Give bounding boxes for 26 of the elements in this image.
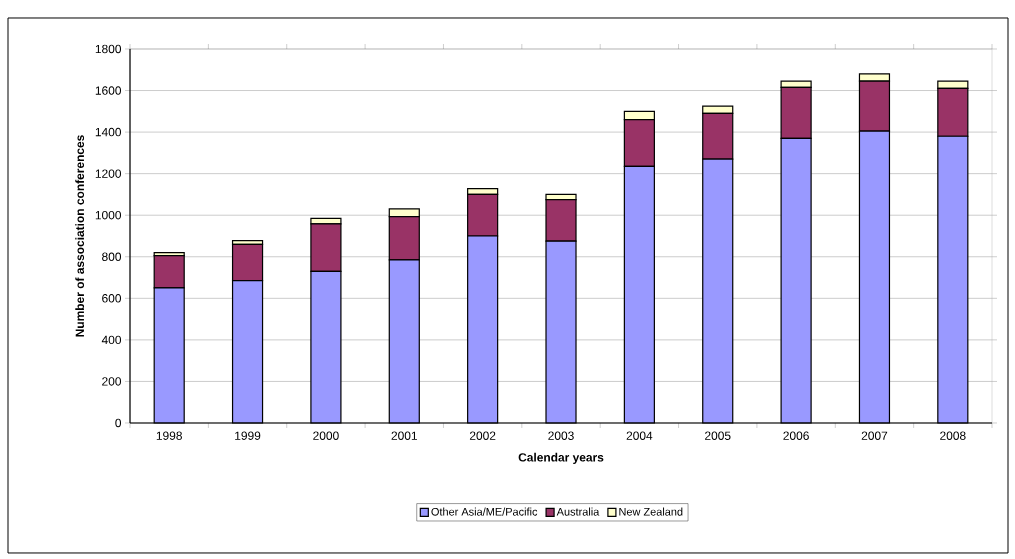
x-tick-label: 2002 [469, 431, 496, 440]
x-tick-label: 1999 [235, 431, 261, 440]
y-tick-label: 1800 [95, 44, 122, 54]
legend-label: New Zealand [619, 507, 683, 516]
x-tick-label: 2005 [705, 431, 731, 440]
x-tick-label: 2000 [313, 431, 339, 440]
y-axis-title: Number of association conferences [75, 135, 85, 337]
y-tick-label: 1000 [95, 210, 122, 220]
y-tick-label: 1200 [95, 169, 122, 178]
y-tick-label: 600 [102, 294, 122, 303]
y-tick-label: 200 [102, 377, 122, 386]
y-tick-label: 800 [102, 252, 122, 261]
legend-label: Australia [556, 507, 600, 516]
x-tick-label: 2008 [940, 431, 966, 440]
x-axis-title: Calendar years [518, 452, 604, 464]
y-tick-label: 1400 [95, 127, 122, 137]
x-tick-label: 2004 [626, 431, 653, 440]
x-tick-label: 2003 [548, 431, 574, 440]
x-tick-label: 2007 [861, 431, 888, 440]
y-tick-label: 400 [101, 335, 122, 345]
y-tick-label: 0 [115, 418, 122, 428]
legend-label: Other Asia/ME/Pacific [431, 507, 538, 516]
y-tick-label: 1600 [95, 86, 122, 95]
x-tick-label: 2006 [783, 431, 809, 440]
x-tick-label: 1998 [156, 431, 182, 440]
x-tick-label: 2001 [391, 431, 417, 440]
